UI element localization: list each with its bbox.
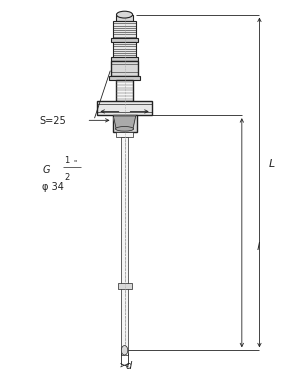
Text: d: d: [126, 361, 132, 371]
Text: ": ": [73, 159, 76, 165]
Bar: [113, 42, 136, 58]
Text: G: G: [42, 165, 50, 175]
Polygon shape: [113, 116, 136, 130]
Ellipse shape: [115, 126, 133, 131]
Bar: [113, 21, 136, 38]
Text: 2: 2: [65, 173, 70, 182]
Bar: [121, 137, 128, 355]
Bar: [116, 80, 133, 101]
Bar: [116, 132, 133, 137]
Text: φ 34: φ 34: [42, 182, 64, 192]
Ellipse shape: [121, 346, 128, 355]
Bar: [112, 115, 136, 132]
Text: L: L: [268, 159, 274, 169]
Bar: [97, 101, 152, 115]
Bar: [111, 61, 138, 75]
Text: S=25: S=25: [39, 115, 66, 125]
Text: 1: 1: [65, 156, 70, 165]
Ellipse shape: [117, 11, 133, 18]
Bar: [111, 38, 138, 42]
Bar: [109, 75, 140, 80]
Bar: [117, 14, 133, 21]
Bar: [111, 58, 139, 61]
Bar: [118, 283, 132, 289]
Text: l: l: [257, 242, 260, 252]
